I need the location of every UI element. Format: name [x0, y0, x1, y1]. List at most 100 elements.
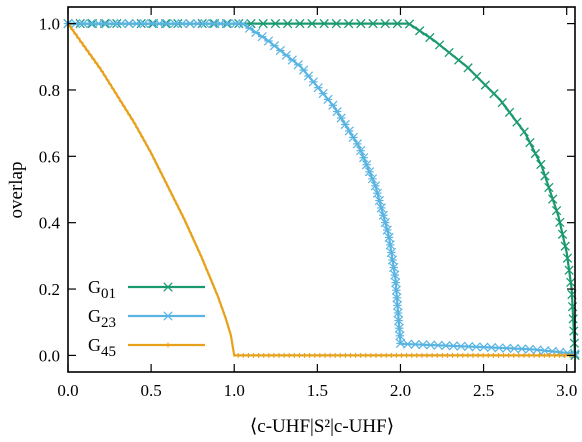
marker-G23-91 — [540, 345, 550, 356]
marker-G23-87 — [509, 343, 519, 354]
marker-G01-46-b — [544, 182, 554, 193]
plot-frame — [67, 6, 576, 373]
marker-G23-47 — [359, 153, 369, 163]
marker-G01-19-b — [295, 18, 305, 29]
marker-G01-58-b — [569, 326, 579, 336]
marker-G23-2 — [78, 18, 88, 29]
marker-G01-46 — [544, 182, 554, 193]
marker-G23-83 — [479, 342, 489, 352]
marker-G23-35 — [308, 77, 318, 87]
marker-G01-53 — [564, 265, 574, 275]
marker-G23-52 — [372, 188, 383, 198]
marker-G23-17 — [192, 18, 203, 29]
y-tick-label-0: 0.0 — [39, 346, 60, 365]
legend-label-main-G23: G — [88, 306, 101, 326]
x-tick-label-0: 0.0 — [57, 381, 78, 400]
legend-marker-G23 — [163, 311, 173, 321]
marker-G23-10 — [139, 18, 149, 29]
marker-G23-55 — [378, 210, 388, 220]
marker-G23-22 — [231, 18, 241, 29]
legend-label-sub-G45: 45 — [101, 344, 116, 360]
marker-G23-48 — [361, 160, 372, 170]
x-tick-label-2: 1.0 — [224, 381, 245, 400]
legend-item-G01: G01 — [88, 277, 205, 302]
x-tick-label-3: 1.5 — [307, 381, 328, 400]
marker-G01-37 — [489, 89, 499, 99]
marker-G23-42 — [340, 119, 350, 130]
series-markers-G01 — [63, 18, 580, 361]
marker-G23-82 — [471, 342, 481, 352]
marker-G23-14 — [170, 18, 180, 29]
marker-G01-24-b — [356, 18, 366, 29]
x-tick-label-4: 2.0 — [390, 381, 411, 400]
marker-G23-62 — [389, 262, 399, 273]
y-tick-label-1: 0.2 — [39, 280, 60, 299]
marker-G01-48-b — [551, 205, 562, 216]
marker-G23-59 — [385, 240, 395, 250]
marker-G01-36 — [480, 80, 490, 90]
marker-G23-72 — [395, 338, 406, 349]
marker-G01-30 — [425, 32, 435, 43]
marker-G23-4 — [93, 18, 104, 29]
marker-G23-30 — [281, 50, 291, 60]
marker-G23-43 — [344, 126, 354, 136]
marker-G01-22 — [331, 18, 342, 29]
y-tick-label-5: 1.0 — [39, 15, 60, 34]
marker-G01-29-b — [414, 26, 425, 36]
series-markers-G23 — [63, 18, 580, 359]
marker-G01-47 — [548, 194, 558, 204]
marker-G01-20-b — [307, 18, 317, 29]
marker-G01-49-b — [555, 217, 565, 228]
marker-G01-40-b — [512, 117, 522, 127]
marker-G01-43 — [530, 148, 541, 159]
marker-G01-38 — [497, 97, 507, 108]
marker-G01-35 — [472, 71, 482, 82]
marker-G23-70 — [394, 323, 404, 333]
marker-G01-21-b — [319, 18, 329, 29]
marker-G23-16 — [185, 18, 195, 29]
marker-G01-54 — [566, 277, 576, 288]
y-axis-label: overlap — [6, 162, 27, 219]
marker-G23-69 — [394, 315, 404, 326]
marker-G23-86 — [502, 343, 512, 353]
marker-G01-31-b — [434, 40, 445, 50]
marker-G23-66 — [392, 293, 402, 303]
marker-G23-80 — [456, 341, 466, 351]
marker-G23-89 — [524, 344, 535, 354]
legend-label-G01: G01 — [88, 277, 116, 302]
marker-G01-39 — [504, 107, 515, 118]
marker-G23-28 — [269, 41, 280, 51]
y-tick-label-3: 0.6 — [39, 147, 60, 166]
marker-G23-21 — [223, 18, 233, 29]
marker-G01-41 — [519, 127, 529, 137]
marker-G23-90 — [532, 345, 542, 355]
marker-G01-48 — [551, 205, 562, 216]
legend-item-G23: G23 — [88, 306, 205, 331]
marker-G01-52 — [562, 253, 573, 263]
marker-G23-57 — [382, 225, 392, 235]
marker-G01-53-b — [564, 265, 574, 275]
marker-G23-61 — [387, 255, 398, 265]
marker-G23-8 — [124, 18, 134, 29]
y-tick-label-4: 0.8 — [39, 81, 60, 100]
marker-G01-49 — [555, 217, 565, 228]
marker-G23-18 — [200, 18, 210, 29]
axis-ticks: 0.0 0.5 1.0 1.5 2.0 2.5 3.0 0.0 0.2 0.4 0.6 0.8 1.0 — [39, 7, 577, 400]
marker-G01-52-b — [562, 253, 573, 263]
marker-G23-9 — [131, 18, 142, 29]
marker-G23-37 — [318, 88, 328, 99]
marker-G01-27-b — [392, 18, 403, 29]
marker-G01-39-b — [504, 107, 515, 118]
marker-G23-26 — [257, 32, 267, 42]
marker-G23-78 — [441, 340, 451, 351]
marker-G23-12 — [154, 18, 165, 29]
marker-G01-27 — [392, 18, 403, 29]
marker-G01-33-b — [453, 55, 464, 65]
marker-G01-47-b — [548, 194, 558, 204]
marker-G23-44 — [348, 132, 358, 143]
marker-G23-41 — [336, 113, 346, 123]
marker-G23-33 — [298, 65, 309, 75]
marker-G23-20 — [215, 18, 226, 29]
